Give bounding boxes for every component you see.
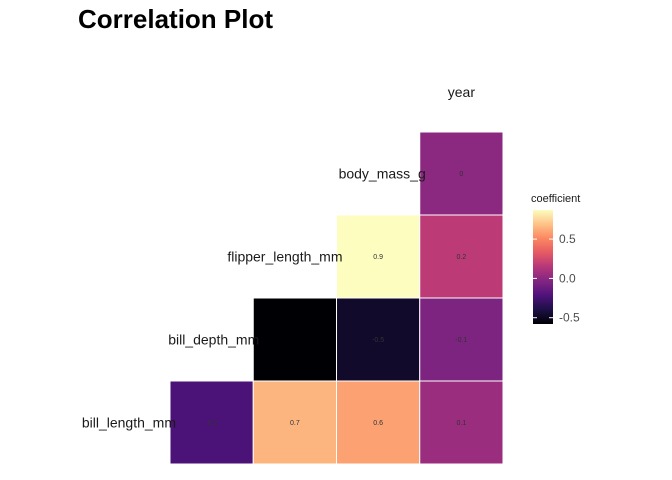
- cell-value-label: 0.1: [457, 420, 467, 427]
- legend-tick-label: 0.0: [559, 271, 576, 285]
- legend-title: coefficient: [531, 193, 580, 205]
- heatmap-cell: [336, 214, 421, 299]
- cell-value-label: 0: [459, 171, 463, 178]
- cell-value-label: -0.2: [206, 420, 218, 427]
- legend-tick-label: -0.5: [559, 311, 580, 325]
- legend: coefficient 0.5 0.0 -0.5: [531, 193, 580, 325]
- row-label: bill_depth_mm: [168, 332, 259, 348]
- row-label: bill_length_mm: [82, 415, 176, 431]
- heatmap-cell: [336, 297, 421, 382]
- cell-value-label: -0.5: [372, 337, 384, 344]
- cell-value-label: 0.7: [290, 420, 300, 427]
- heatmap-cells: 0 0.9 0.2 -0.5 -0.1 -0.2 0.7 0.6 0.1: [169, 131, 504, 465]
- heatmap-cell: [336, 380, 421, 465]
- legend-colorbar: [533, 210, 553, 324]
- heatmap-cell: [169, 380, 254, 465]
- row-label: body_mass_g: [339, 166, 426, 182]
- heatmap-cell: [419, 131, 504, 216]
- heatmap-cell: [419, 214, 504, 299]
- cell-value-label: -0.1: [455, 337, 467, 344]
- cell-value-label: 0.2: [457, 254, 467, 261]
- row-label: flipper_length_mm: [227, 249, 342, 265]
- cell-value-label: 0.6: [373, 420, 383, 427]
- heatmap-cell: [252, 380, 337, 465]
- heatmap-cell: [419, 297, 504, 382]
- legend-tick-label: 0.5: [559, 232, 576, 246]
- axis-labels: body_mass_g flipper_length_mm bill_depth_m…: [82, 84, 476, 431]
- chart-title: Correlation Plot: [78, 4, 273, 34]
- column-label: year: [448, 84, 476, 100]
- cell-value-label: 0.9: [373, 254, 383, 261]
- heatmap-cell: [419, 380, 504, 465]
- heatmap-cell: [252, 297, 337, 382]
